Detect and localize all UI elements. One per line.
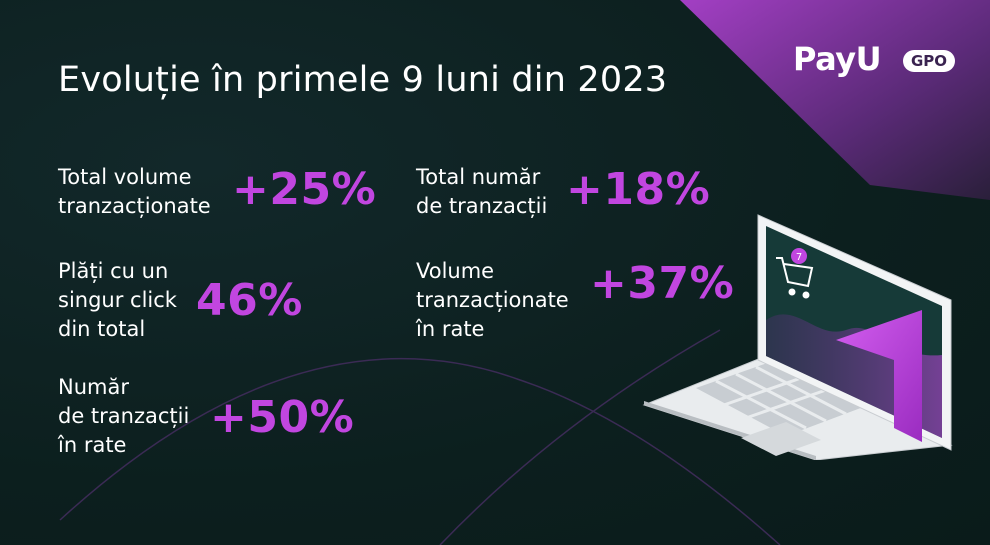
stat-label-installment-volume: Volume tranzacționate în rate bbox=[416, 259, 569, 341]
stat-label-installment-transactions: Număr de tranzacții în rate bbox=[58, 375, 190, 457]
stat-value-installment-volume: +37% bbox=[590, 258, 735, 309]
laptop-illustration: 7 bbox=[642, 214, 953, 460]
stat-value-total-transactions: +18% bbox=[566, 164, 711, 215]
stat-label-total-volume: Total volume tranzacționate bbox=[58, 165, 211, 218]
screen-wave-front bbox=[836, 310, 922, 442]
brand-badge: GPO bbox=[903, 50, 956, 72]
stat-value-installment-transactions: +50% bbox=[210, 392, 355, 443]
stat-label-total-transactions: Total număr de tranzacții bbox=[416, 165, 548, 218]
cart-badge-count: 7 bbox=[796, 252, 802, 263]
payu-gpo-logo: PayU GPO bbox=[793, 40, 963, 80]
stat-value-one-click: 46% bbox=[196, 275, 303, 326]
stat-value-total-volume: +25% bbox=[232, 164, 377, 215]
touchpad bbox=[741, 422, 821, 456]
curve-line bbox=[59, 358, 781, 545]
shopping-cart-icon bbox=[776, 257, 814, 299]
corner-accent-shape bbox=[680, 0, 990, 200]
cart-badge bbox=[791, 248, 807, 264]
page-title: Evoluție în primele 9 luni din 2023 bbox=[58, 60, 668, 100]
curve-line-secondary bbox=[439, 329, 721, 545]
stat-label-one-click: Plăți cu un singur click din total bbox=[58, 259, 177, 341]
brand-name: PayU bbox=[793, 40, 882, 78]
keyboard-grid bbox=[715, 365, 847, 430]
